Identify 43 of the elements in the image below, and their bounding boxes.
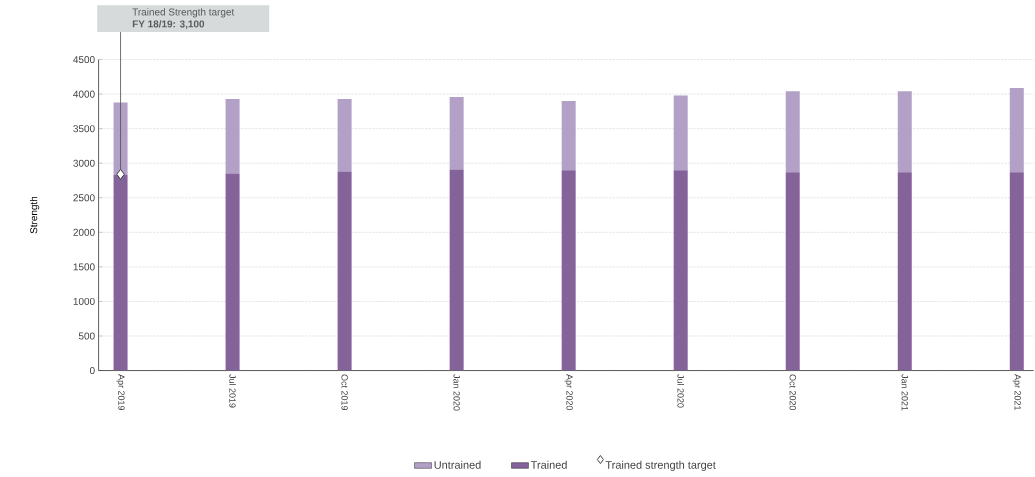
bar xyxy=(897,91,912,173)
x-tick-label: Oct 2020 xyxy=(789,374,796,411)
y-axis-title: Strength xyxy=(29,196,40,234)
x-tick-label: Oct 2019 xyxy=(341,374,348,411)
x-tick-label: Jul 2020 xyxy=(677,374,684,408)
y-tick-label: 0 xyxy=(89,367,95,375)
y-tick-label: 3000 xyxy=(73,159,95,167)
bar xyxy=(113,174,128,371)
y-tick-label: 1500 xyxy=(73,263,95,271)
bar xyxy=(337,171,352,371)
bar xyxy=(337,98,352,172)
bar xyxy=(785,91,800,173)
x-tick-label: Apr 2020 xyxy=(564,374,573,411)
y-tick-label: 2000 xyxy=(73,228,95,236)
x-tick-label: Jan 2021 xyxy=(901,374,908,411)
text: Trained Strength target xyxy=(132,8,235,18)
bar xyxy=(1009,172,1024,371)
legend-label: Trained xyxy=(530,460,567,469)
legend-label: Untrained xyxy=(434,460,481,469)
x-tick-label: Apr 2019 xyxy=(116,374,125,411)
y-tick-label: 3500 xyxy=(73,125,95,133)
y-tick-label: 4000 xyxy=(73,90,95,98)
annotation: FY 18/19: 3,100 xyxy=(132,20,205,29)
y-tick-label: 4500 xyxy=(73,56,95,64)
x-tick-label: Jan 2020 xyxy=(453,374,460,411)
x-tick-label: Apr 2021 xyxy=(1012,374,1021,411)
x-tick-label: Jul 2019 xyxy=(229,374,236,408)
bar xyxy=(673,95,688,171)
bar xyxy=(897,172,912,371)
legend-label: Trained strength target xyxy=(605,460,716,471)
bar xyxy=(673,170,688,371)
y-tick-label: 1000 xyxy=(73,297,95,305)
bar xyxy=(225,173,240,371)
bar xyxy=(449,169,464,371)
bar xyxy=(1009,87,1024,173)
bar xyxy=(113,102,128,175)
y-tick-label: 2500 xyxy=(73,194,95,202)
y-tick-label: 500 xyxy=(78,332,95,340)
bar xyxy=(561,101,576,171)
bar xyxy=(785,172,800,371)
bar xyxy=(561,170,576,371)
bar xyxy=(225,98,240,174)
bar xyxy=(449,96,464,170)
